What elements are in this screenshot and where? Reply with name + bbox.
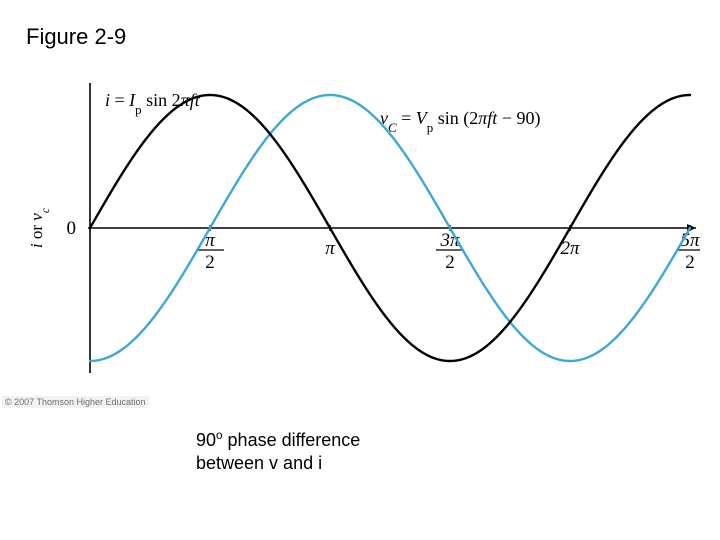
chart-container: 0i or vcπ2π3π22π5π2i = Ip sin 2πftvC = V… xyxy=(20,68,700,398)
copyright-text: © 2007 Thomson Higher Education xyxy=(2,396,149,408)
caption-num: 90 xyxy=(196,430,216,450)
svg-text:2: 2 xyxy=(445,252,455,273)
svg-text:0: 0 xyxy=(67,218,77,239)
figure-title: Figure 2-9 xyxy=(26,24,126,50)
caption-rest1: phase difference xyxy=(223,430,361,450)
svg-text:2: 2 xyxy=(685,252,695,273)
svg-text:π: π xyxy=(325,238,335,259)
svg-text:i or vc: i or vc xyxy=(27,207,52,248)
phase-chart: 0i or vcπ2π3π22π5π2i = Ip sin 2πftvC = V… xyxy=(20,68,700,398)
svg-text:vC = Vp sin (2πft − 90): vC = Vp sin (2πft − 90) xyxy=(380,108,540,135)
caption: 90o phase difference between v and i xyxy=(196,428,360,476)
svg-text:2: 2 xyxy=(205,252,215,273)
svg-text:i = Ip sin 2πft: i = Ip sin 2πft xyxy=(105,90,201,117)
caption-line2: between v and i xyxy=(196,453,322,473)
